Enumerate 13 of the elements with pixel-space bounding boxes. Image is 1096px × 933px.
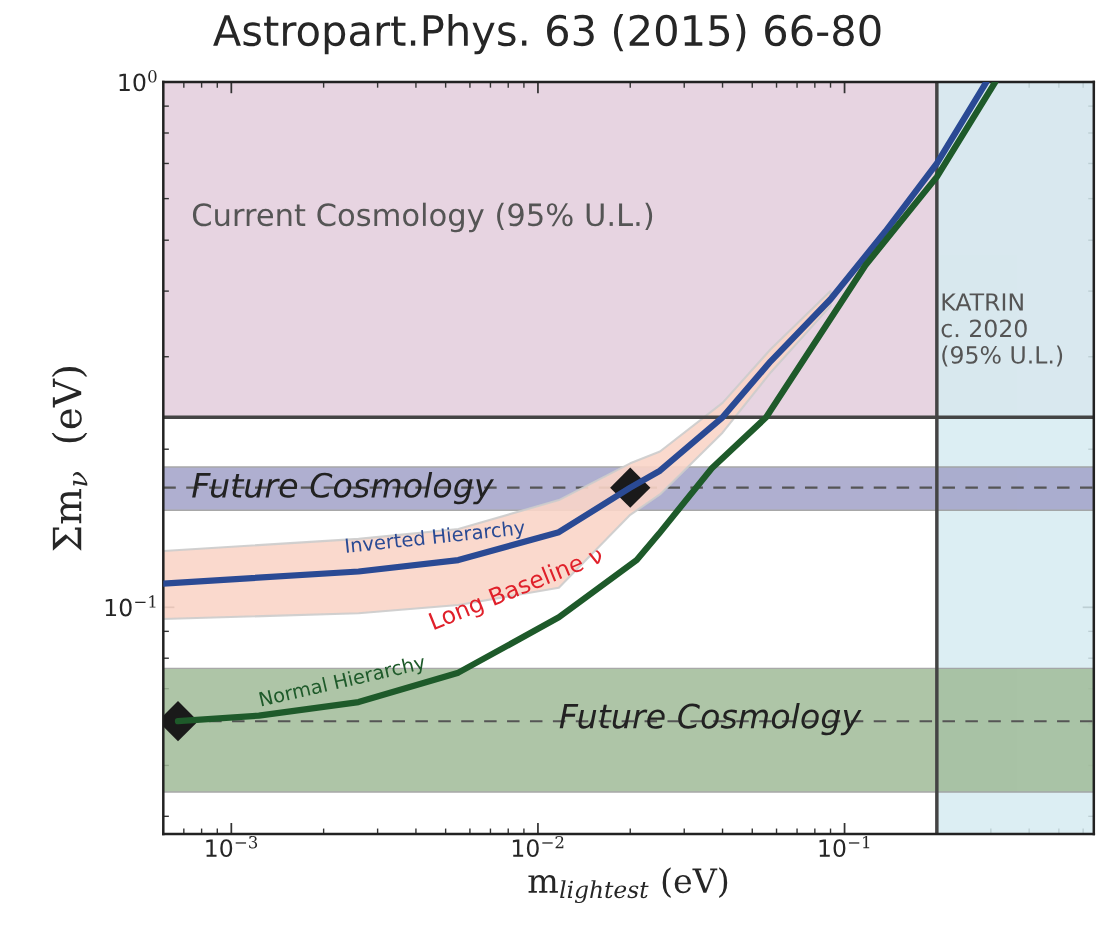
x-tick-label: 10$^{−3}$ [206,835,258,858]
chart-title: Astropart.Phys. 63 (2015) 66-80 [213,13,881,55]
band-label: Current Cosmology (95% U.L.) [192,202,653,233]
y-axis-title: Σm$_{ν}$ (eV) [51,367,88,551]
band-label: Future Cosmology [192,472,494,505]
band-label: Future Cosmology [559,702,862,736]
x-tick-label: 10$^{−1}$ [819,835,870,858]
x-axis-title: m$_{lightest}$ (eV) [528,867,728,904]
text: Normal Hierarchy [258,654,427,711]
x-tick-label: 10$^{−2}$ [512,835,564,858]
band-label: KATRIN c. 2020 (95% U.L.) [941,293,1063,367]
text: Inverted Hierarchy [345,519,526,557]
y-tick-label: 10$^{0}$ [119,70,157,92]
